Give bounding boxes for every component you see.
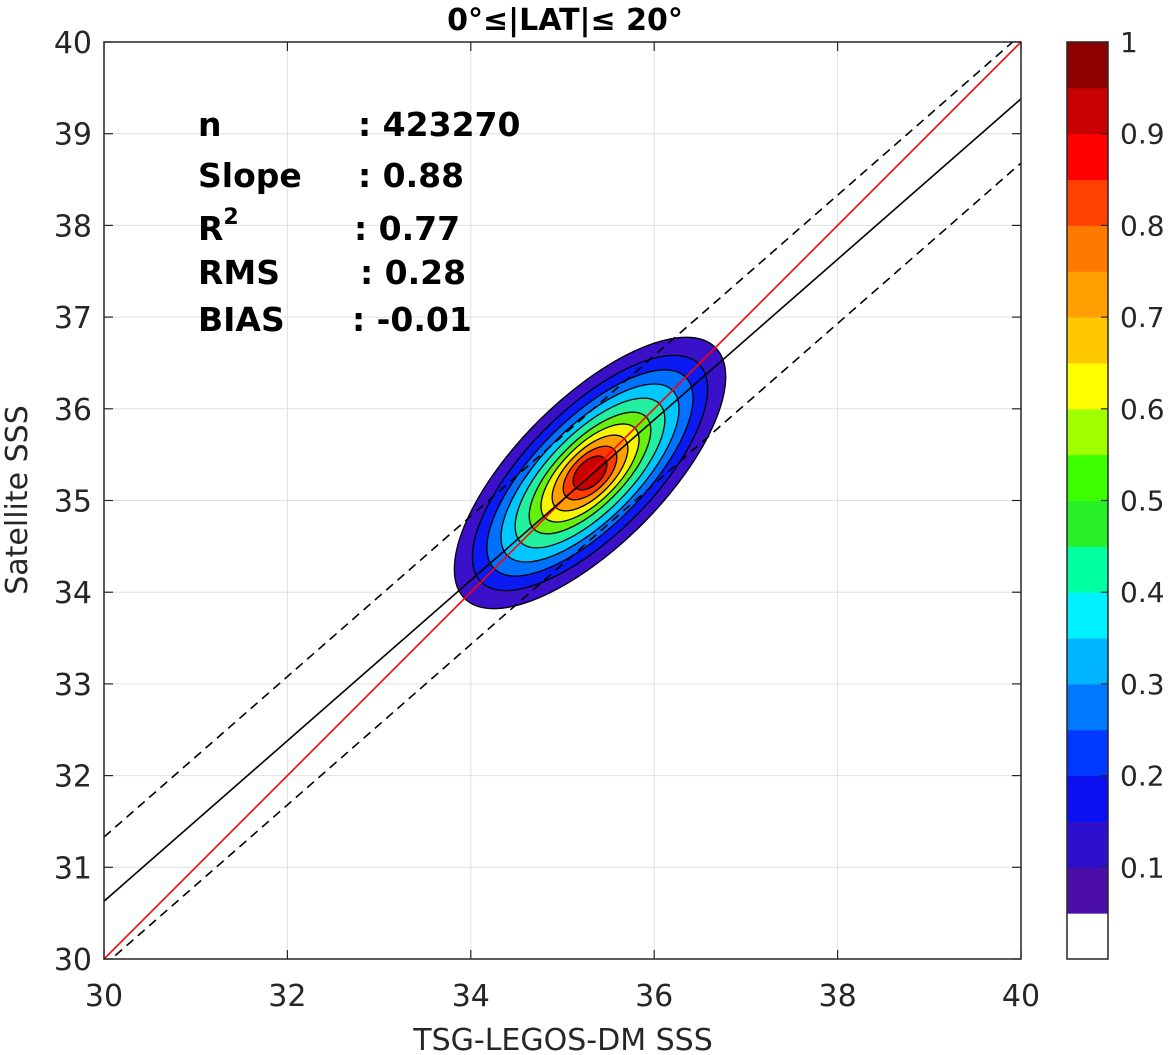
colorbar-segment [1067, 500, 1108, 547]
y-tick-label: 32 [54, 760, 92, 795]
colorbar-segment [1067, 271, 1108, 318]
x-tick-label: 36 [635, 979, 673, 1014]
colorbar-tick-label: 0.1 [1120, 851, 1165, 884]
colorbar-tick-label: 0.9 [1120, 118, 1165, 151]
colorbar: 0.1 0.2 0.3 0.4 0.5 0.6 0.7 0.8 0.9 1 [1066, 26, 1165, 960]
colorbar-tick-label: 0.5 [1120, 485, 1165, 518]
colorbar-tick-label: 0.6 [1120, 393, 1165, 426]
line-fit- [110, 162, 1021, 959]
stats-box: n : 423270 Slope : 0.88 R2 : 0.77 RMS : 0.28 BIA… [198, 105, 520, 339]
colorbar-segment [1067, 42, 1108, 89]
colorbar-segment [1067, 638, 1108, 685]
stat-value: : 0.77 [354, 209, 460, 248]
x-tick-label: 30 [85, 979, 123, 1014]
stat-value: : 0.28 [360, 253, 466, 292]
x-tick-label: 32 [268, 979, 306, 1014]
colorbar-segment [1067, 87, 1108, 135]
x-tick-label: 34 [452, 979, 490, 1014]
colorbar-segment [1067, 546, 1108, 593]
regression-lines [104, 42, 1021, 959]
colorbar-segment [1067, 592, 1108, 639]
colorbar-tick-label: 0.8 [1120, 209, 1165, 242]
colorbar-segment [1067, 913, 1108, 960]
stat-value: : 423270 [358, 105, 520, 144]
y-tick-label: 33 [54, 668, 92, 703]
stat-label: n [198, 105, 222, 144]
y-tick-label: 37 [54, 301, 92, 336]
colorbar-tick-label: 0.3 [1120, 668, 1165, 701]
colorbar-segment [1067, 179, 1108, 226]
colorbar-segment [1067, 821, 1108, 868]
x-tick-label: 38 [819, 979, 857, 1014]
stat-label: Slope [198, 156, 302, 195]
colorbar-segment [1067, 133, 1108, 181]
line-fit+ [104, 42, 1014, 838]
line-fit [104, 98, 1021, 902]
colorbar-segment [1067, 867, 1108, 914]
x-axis-label: TSG-LEGOS-DM SSS [412, 1023, 713, 1055]
stat-superscript: 2 [223, 205, 238, 230]
x-tick-label: 40 [1002, 979, 1040, 1014]
stat-label: BIAS [198, 300, 285, 339]
colorbar-segment [1067, 225, 1108, 272]
colorbar-segment [1067, 362, 1108, 410]
stat-label: R2 [198, 205, 239, 248]
y-tick-label: 31 [54, 851, 92, 886]
colorbar-segment [1067, 775, 1108, 822]
y-tick-label: 30 [54, 943, 92, 978]
y-tick-label: 40 [54, 26, 92, 61]
y-tick-label: 35 [54, 485, 92, 520]
y-tick-label: 39 [54, 118, 92, 153]
axis-ticks: 30 32 34 36 38 40 30 31 32 33 34 35 36 37 38 39 40 [54, 26, 1040, 1014]
colorbar-tick-label: 0.4 [1120, 576, 1165, 609]
stat-value: : 0.88 [358, 156, 464, 195]
colorbar-segment [1067, 454, 1108, 501]
stat-label: RMS [198, 253, 280, 292]
y-tick-label: 36 [54, 393, 92, 428]
y-tick-label: 34 [54, 576, 92, 611]
colorbar-segment [1067, 317, 1108, 364]
colorbar-segment [1067, 408, 1108, 456]
colorbar-segment [1067, 683, 1108, 731]
colorbar-tick-label: 1 [1120, 26, 1138, 59]
y-axis-label: Satellite SSS [0, 405, 35, 595]
colorbar-segment [1067, 729, 1108, 777]
chart-title: 0°≤|LAT|≤ 20° [447, 3, 683, 38]
y-tick-label: 38 [54, 209, 92, 244]
colorbar-tick-label: 0.7 [1120, 301, 1165, 334]
stat-value: : -0.01 [352, 300, 472, 339]
colorbar-tick-label: 0.2 [1120, 760, 1165, 793]
grid-lines [103, 41, 1022, 960]
